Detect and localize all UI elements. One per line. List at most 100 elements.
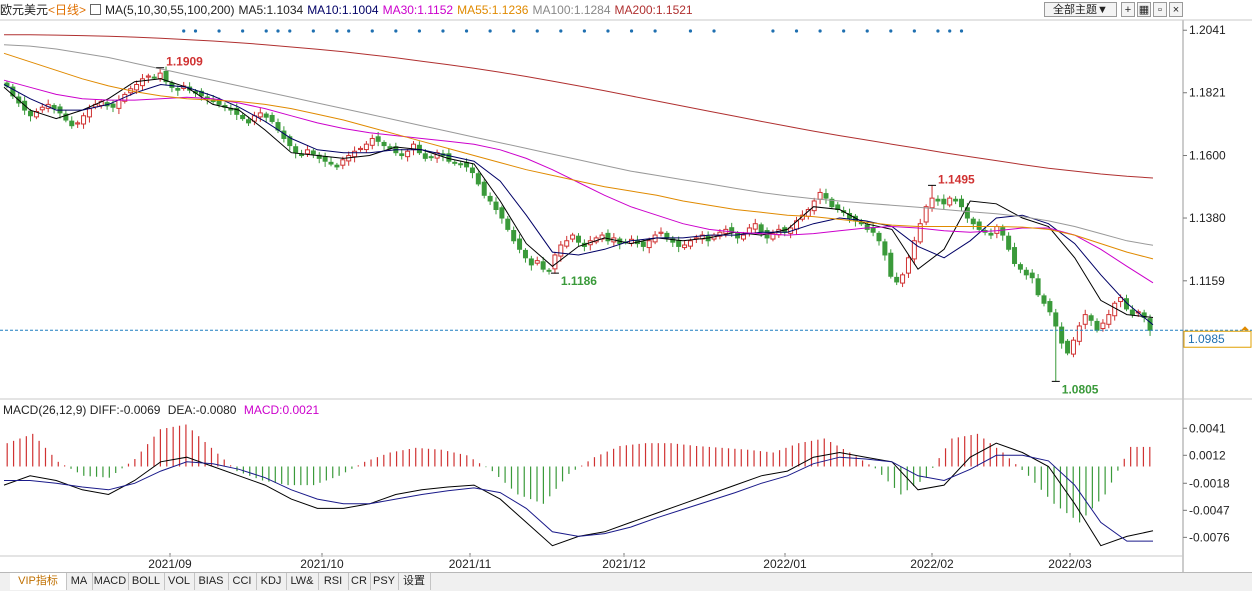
tab-1[interactable]: MA xyxy=(66,573,93,590)
candle-body xyxy=(475,173,481,185)
signal-dot xyxy=(464,29,469,33)
window-icon[interactable]: ▫ xyxy=(1153,2,1167,17)
candle-body xyxy=(976,221,982,230)
current-price-box xyxy=(1183,330,1252,348)
signal-dot xyxy=(688,29,693,33)
signal-dot xyxy=(512,29,516,33)
candle-body xyxy=(369,137,375,146)
candle-body xyxy=(257,112,263,118)
candle-body xyxy=(328,161,334,165)
candle-body xyxy=(570,234,576,240)
date-tick-label: 2022/02 xyxy=(910,557,954,571)
candle-body xyxy=(676,239,682,247)
candle-body xyxy=(799,214,805,220)
tab-4[interactable]: VOL xyxy=(164,573,195,590)
candle-body xyxy=(75,122,81,125)
macd-diff-value: DIFF:-0.0069 xyxy=(89,403,161,417)
macd-tick-label: -0.0076 xyxy=(1189,530,1230,544)
candle-body xyxy=(988,232,994,236)
date-tick-label: 2022/01 xyxy=(763,557,807,571)
tab-5[interactable]: BIAS xyxy=(194,573,229,590)
macd-header: MACD(26,12,9) DIFF:-0.0069 DEA:-0.0080 M… xyxy=(3,403,319,417)
candle-body xyxy=(1065,340,1071,354)
signal-dot xyxy=(488,29,492,33)
candle-body xyxy=(1094,320,1100,331)
signal-dot xyxy=(370,29,374,33)
macd-tick-label: 0.0041 xyxy=(1189,421,1226,435)
candle-body xyxy=(1082,314,1088,325)
candle-body xyxy=(1118,297,1124,303)
candle-body xyxy=(1035,278,1041,296)
candle-body xyxy=(900,274,906,284)
candle-body xyxy=(234,107,240,115)
candle-body xyxy=(175,87,181,91)
candle-body xyxy=(39,106,45,111)
ma-line-ma200 xyxy=(4,34,1154,179)
candle-body xyxy=(1076,325,1082,342)
macd-label: MACD(26,12,9) xyxy=(3,403,87,417)
theme-button[interactable]: 全部主题▼ xyxy=(1044,2,1117,17)
price-tick-label: 1.2041 xyxy=(1189,23,1226,37)
candle-body xyxy=(511,230,517,242)
candle-body xyxy=(322,156,328,162)
candle-body xyxy=(770,233,776,240)
candle-body xyxy=(964,207,970,219)
candle-body xyxy=(33,110,39,118)
candle-body xyxy=(876,232,882,242)
tab-8[interactable]: LW& xyxy=(286,573,319,590)
candle-body xyxy=(947,197,953,206)
signal-dot xyxy=(394,29,398,33)
signal-dot xyxy=(441,29,445,33)
candle-body xyxy=(687,240,693,247)
tab-2[interactable]: MACD xyxy=(92,573,129,590)
signal-dot xyxy=(276,29,280,33)
candle-body xyxy=(375,136,381,142)
candle-body xyxy=(552,254,558,270)
candle-body xyxy=(953,198,959,202)
date-tick-label: 2021/11 xyxy=(449,557,492,571)
candle-body xyxy=(81,115,87,125)
date-tick-label: 2021/10 xyxy=(300,557,344,571)
candle-body xyxy=(399,153,405,157)
crosshair-icon[interactable]: + xyxy=(1121,2,1135,17)
tab-3[interactable]: BOLL xyxy=(128,573,165,590)
tab-7[interactable]: KDJ xyxy=(256,573,287,590)
candle-body xyxy=(640,241,646,247)
candle-body xyxy=(452,161,458,164)
candle-body xyxy=(528,258,534,266)
candle-body xyxy=(664,232,670,239)
candle-body xyxy=(269,114,275,122)
candle-body xyxy=(487,195,493,202)
signal-dot xyxy=(264,29,268,33)
signal-dot xyxy=(948,29,952,33)
candle-body xyxy=(970,218,976,225)
tab-9[interactable]: RSI xyxy=(318,573,349,590)
candle-body xyxy=(363,143,369,151)
signal-dot xyxy=(417,29,422,33)
tab-11[interactable]: PSY xyxy=(370,573,399,590)
tab-6[interactable]: CCI xyxy=(228,573,257,590)
candle-body xyxy=(1047,301,1053,313)
close-icon[interactable]: × xyxy=(1169,2,1183,17)
candle-body xyxy=(157,72,163,80)
candle-body xyxy=(917,223,923,243)
signal-dot xyxy=(842,29,846,33)
signal-dot xyxy=(959,29,964,33)
settings-icon[interactable] xyxy=(90,4,102,15)
candle-body xyxy=(888,252,894,277)
tab-12[interactable]: 设置 xyxy=(398,573,431,590)
signal-dot xyxy=(311,29,315,33)
tab-0[interactable]: VIP指标 xyxy=(10,573,67,590)
signal-dot xyxy=(217,29,221,33)
candle-body xyxy=(576,235,581,243)
layout-icon[interactable]: ▦ xyxy=(1137,2,1151,17)
candle-body xyxy=(10,86,16,97)
signal-dot xyxy=(335,29,339,33)
macd-tick-label: -0.0047 xyxy=(1189,503,1230,517)
tab-10[interactable]: CR xyxy=(348,573,371,590)
signal-dot xyxy=(559,29,563,33)
ma-label: MA(5,10,30,55,100,200) xyxy=(105,3,235,17)
current-price-arrow-icon xyxy=(1241,326,1249,331)
period-selector[interactable]: <日线> xyxy=(48,3,87,17)
ma-line-ma5 xyxy=(3,78,1154,318)
